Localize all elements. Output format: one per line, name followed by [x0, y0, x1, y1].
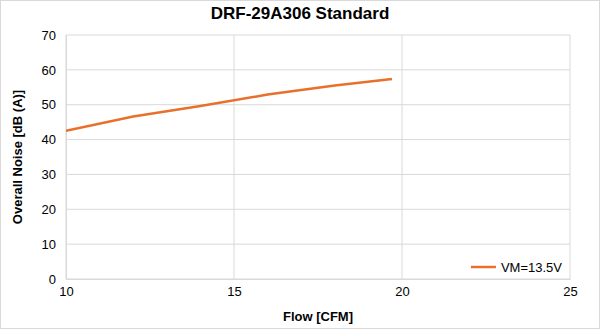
grid-line	[66, 69, 570, 70]
grid	[66, 35, 570, 279]
grid-line	[402, 35, 403, 279]
grid-line	[234, 35, 235, 279]
tick-label: 40	[42, 132, 56, 147]
tick: 10	[42, 237, 66, 252]
tick: 70	[42, 28, 66, 43]
title: DRF-29A306 Standard	[211, 4, 390, 23]
chart: 10152025010203040506070VM=13.5VDRF-29A30…	[0, 0, 600, 329]
tick-label: 30	[42, 167, 56, 182]
legend: VM=13.5V	[471, 260, 562, 275]
tick-label: 10	[59, 284, 73, 299]
legend-label: VM=13.5V	[501, 260, 562, 275]
grid-line	[66, 35, 67, 279]
tick: 20	[42, 202, 66, 217]
tick: 50	[42, 97, 66, 112]
series-line	[66, 79, 392, 131]
tick: 20	[395, 279, 409, 299]
grid-line	[66, 279, 570, 280]
tick-label: 0	[49, 272, 56, 287]
grid-line	[570, 35, 571, 279]
axis-line	[67, 279, 571, 280]
y-axis-title: Overall Noise [dB (A)]	[10, 90, 25, 224]
grid-line	[66, 209, 570, 210]
tick: 15	[227, 279, 241, 299]
tick-label: 10	[42, 237, 56, 252]
tick: 25	[563, 279, 577, 299]
legend-swatch	[471, 266, 496, 269]
tick-label: 15	[227, 284, 241, 299]
x-axis: 10 15 20 25	[59, 279, 577, 299]
grid-line	[66, 104, 570, 105]
tick-label: 60	[42, 63, 56, 78]
grid-line	[66, 139, 570, 140]
tick-label: 50	[42, 97, 56, 112]
tick: 30	[42, 167, 66, 182]
background	[1, 1, 600, 329]
tick: 0	[49, 272, 66, 287]
y-axis: 0 10 20 30 40 50 60 70	[42, 28, 67, 287]
tick: 10	[59, 279, 73, 299]
grid-line	[66, 35, 570, 36]
tick-label: 25	[563, 284, 577, 299]
legend-entry: VM=13.5V	[471, 260, 562, 275]
plot: 10152025010203040506070VM=13.5V	[42, 28, 578, 300]
axis-line	[66, 36, 67, 280]
tick: 60	[42, 63, 66, 78]
tick: 40	[42, 132, 66, 147]
grid-line	[66, 174, 570, 175]
grid-line	[66, 244, 570, 245]
series-group	[66, 79, 392, 131]
x-axis-title: Flow [CFM]	[283, 309, 353, 324]
tick-label: 20	[395, 284, 409, 299]
tick-label: 20	[42, 202, 56, 217]
tick-label: 70	[42, 28, 56, 43]
